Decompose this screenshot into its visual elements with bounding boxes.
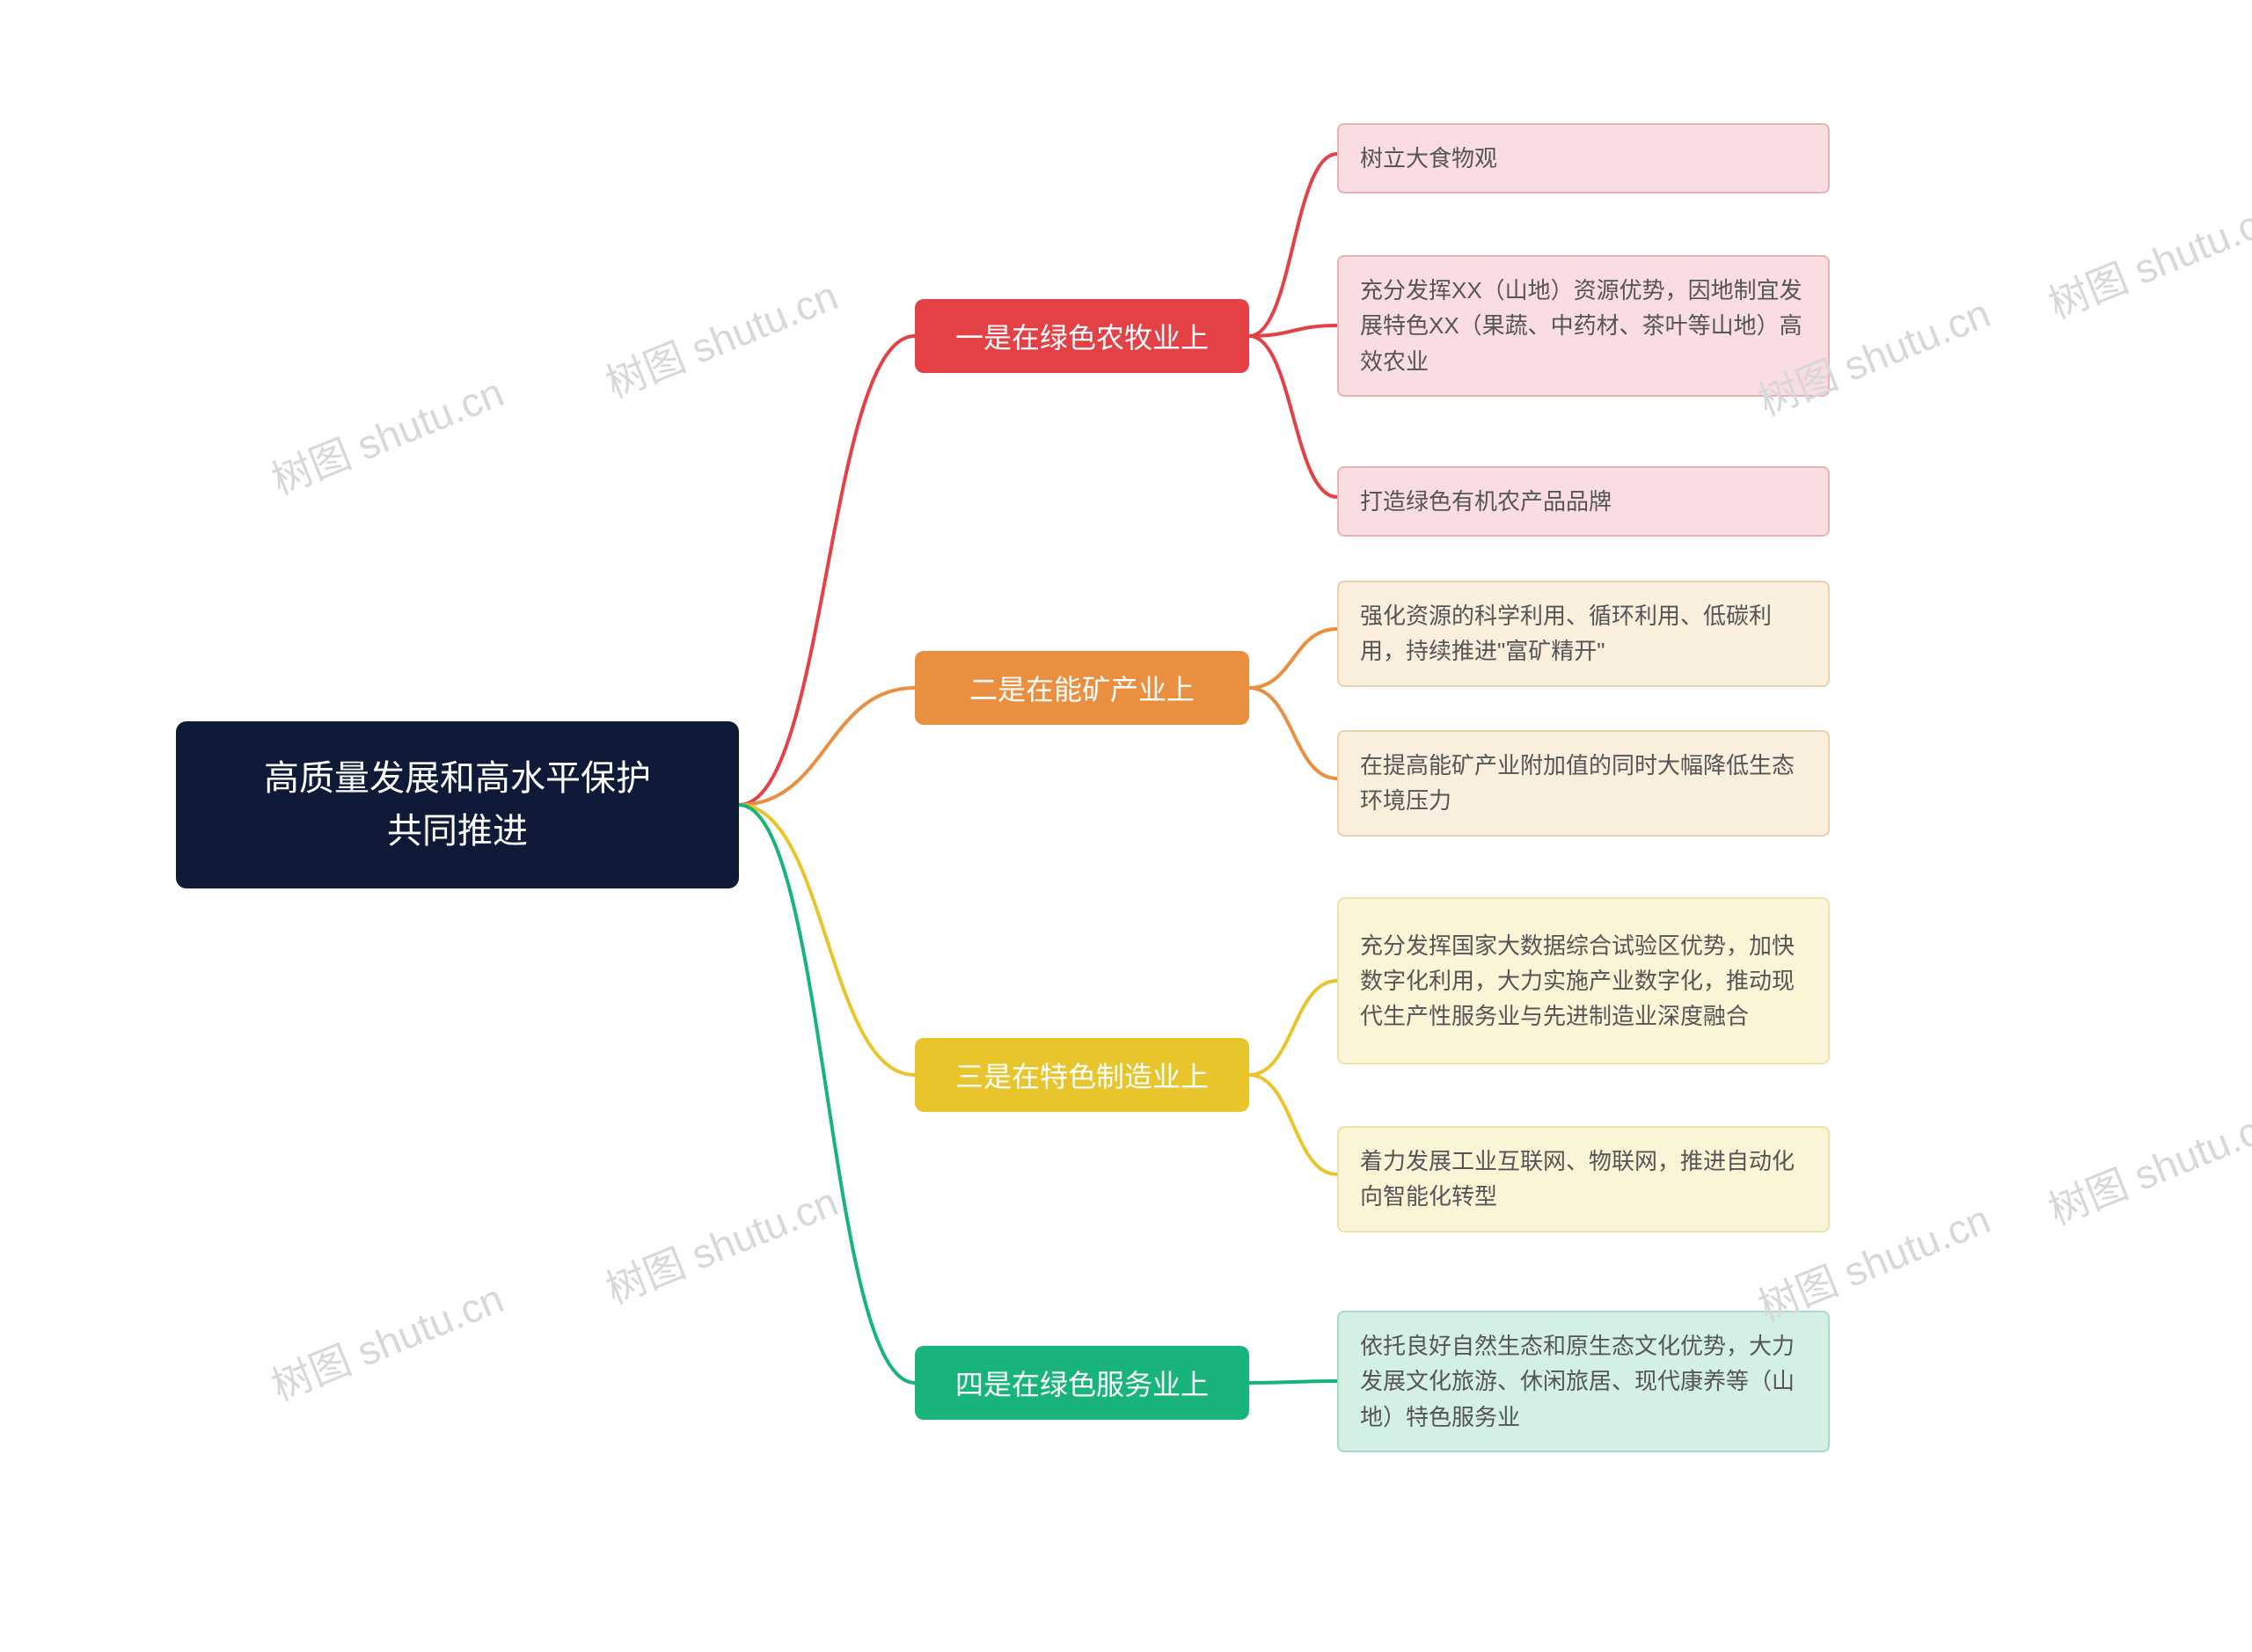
leaf-label: 打造绿色有机农产品品牌 xyxy=(1360,484,1612,519)
leaf-node: 着力发展工业互联网、物联网，推进自动化向智能化转型 xyxy=(1337,1126,1830,1232)
watermark: 树图 shutu.cn xyxy=(262,361,511,507)
branch-node: 二是在能矿产业上 xyxy=(915,651,1249,725)
leaf-node: 打造绿色有机农产品品牌 xyxy=(1337,466,1830,537)
leaf-label: 树立大食物观 xyxy=(1360,141,1497,176)
branch-label: 四是在绿色服务业上 xyxy=(955,1363,1209,1403)
watermark: 树图 shutu.cn xyxy=(596,264,845,410)
leaf-label: 着力发展工业互联网、物联网，推进自动化向智能化转型 xyxy=(1360,1144,1807,1215)
leaf-node: 在提高能矿产业附加值的同时大幅降低生态环境压力 xyxy=(1337,730,1830,837)
leaf-node: 树立大食物观 xyxy=(1337,123,1830,194)
root-label: 高质量发展和高水平保护共同推进 xyxy=(264,752,651,858)
watermark: 树图 shutu.cn xyxy=(2039,1091,2252,1237)
leaf-label: 依托良好自然生态和原生态文化优势，大力发展文化旅游、休闲旅居、现代康养等（山地）… xyxy=(1360,1328,1807,1435)
branch-label: 三是在特色制造业上 xyxy=(955,1055,1209,1095)
branch-node: 一是在绿色农牧业上 xyxy=(915,299,1249,373)
branch-node: 三是在特色制造业上 xyxy=(915,1038,1249,1112)
branch-label: 一是在绿色农牧业上 xyxy=(955,316,1209,356)
branch-label: 二是在能矿产业上 xyxy=(969,668,1195,708)
leaf-label: 在提高能矿产业附加值的同时大幅降低生态环境压力 xyxy=(1360,748,1807,819)
watermark: 树图 shutu.cn xyxy=(596,1170,845,1316)
leaf-label: 充分发挥XX（山地）资源优势，因地制宜发展特色XX（果蔬、中药材、茶叶等山地）高… xyxy=(1360,273,1807,379)
root-node: 高质量发展和高水平保护共同推进 xyxy=(176,721,739,888)
leaf-node: 依托良好自然生态和原生态文化优势，大力发展文化旅游、休闲旅居、现代康养等（山地）… xyxy=(1337,1311,1830,1452)
watermark: 树图 shutu.cn xyxy=(262,1267,511,1413)
leaf-node: 充分发挥XX（山地）资源优势，因地制宜发展特色XX（果蔬、中药材、茶叶等山地）高… xyxy=(1337,255,1830,397)
leaf-label: 充分发挥国家大数据综合试验区优势，加快数字化利用，大力实施产业数字化，推动现代生… xyxy=(1360,928,1807,1034)
leaf-node: 强化资源的科学利用、循环利用、低碳利用，持续推进"富矿精开" xyxy=(1337,581,1830,687)
leaf-label: 强化资源的科学利用、循环利用、低碳利用，持续推进"富矿精开" xyxy=(1360,598,1807,669)
leaf-node: 充分发挥国家大数据综合试验区优势，加快数字化利用，大力实施产业数字化，推动现代生… xyxy=(1337,897,1830,1064)
branch-node: 四是在绿色服务业上 xyxy=(915,1346,1249,1420)
watermark: 树图 shutu.cn xyxy=(2039,185,2252,331)
